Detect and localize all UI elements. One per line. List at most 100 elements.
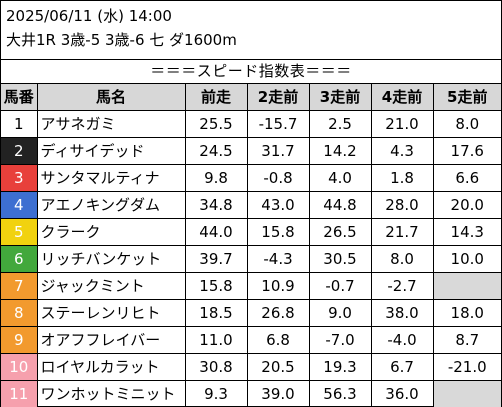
- speed-index-value: -0.8: [246, 164, 310, 192]
- speed-index-value: 21.0: [370, 110, 434, 138]
- speed-index-value: 2.5: [308, 110, 372, 138]
- horse-number: 3: [1, 164, 38, 192]
- speed-index-value: 18.0: [432, 299, 501, 327]
- horse-name: ワンホットミニット: [36, 380, 186, 407]
- table-row: 8 ステーレンリヒト 18.5 26.8 9.0 38.0 18.0: [1, 299, 501, 327]
- speed-index-value: 14.2: [308, 137, 372, 165]
- horse-name: ディサイデッド: [36, 137, 186, 165]
- col-header-4th: 4走前: [370, 83, 434, 111]
- speed-index-value: 44.0: [184, 218, 248, 246]
- speed-index-value: 20.5: [246, 353, 310, 381]
- speed-index-value: 18.5: [184, 299, 248, 327]
- horse-name: ロイヤルカラット: [36, 353, 186, 381]
- horse-name: ステーレンリヒト: [36, 299, 186, 327]
- horse-number: 7: [1, 272, 38, 300]
- table-row: 10 ロイヤルカラット 30.8 20.5 19.3 6.7 -21.0: [1, 353, 501, 381]
- speed-index-value: 8.7: [432, 326, 501, 354]
- horse-number: 6: [1, 245, 38, 273]
- table-row: 3 サンタマルティナ 9.8 -0.8 4.0 1.8 6.6: [1, 164, 501, 192]
- horse-name: サンタマルティナ: [36, 164, 186, 192]
- horse-number: 2: [1, 137, 38, 165]
- horse-name: リッチバンケット: [36, 245, 186, 273]
- speed-index-value: -21.0: [432, 353, 501, 381]
- speed-index-value: 28.0: [370, 191, 434, 219]
- horse-number: 8: [1, 299, 38, 327]
- speed-index-value: 56.3: [308, 380, 372, 407]
- speed-index-value: 36.0: [370, 380, 434, 407]
- speed-index-value: 15.8: [184, 272, 248, 300]
- speed-index-value: 14.3: [432, 218, 501, 246]
- speed-index-value: 20.0: [432, 191, 501, 219]
- speed-index-value: -4.3: [246, 245, 310, 273]
- speed-index-value: 19.3: [308, 353, 372, 381]
- table-row: 9 オアフフレイバー 11.0 6.8 -7.0 -4.0 8.7: [1, 326, 501, 354]
- speed-index-value: 34.8: [184, 191, 248, 219]
- horse-number: 11: [1, 380, 38, 407]
- speed-index-value: 30.8: [184, 353, 248, 381]
- speed-index-value: -15.7: [246, 110, 310, 138]
- horse-number: 5: [1, 218, 38, 246]
- speed-index-value: 39.7: [184, 245, 248, 273]
- col-header-3rd: 3走前: [308, 83, 372, 111]
- table-row: 11 ワンホットミニット 9.3 39.0 56.3 36.0: [1, 380, 501, 407]
- speed-index-value: 26.8: [246, 299, 310, 327]
- speed-index-value: 10.9: [246, 272, 310, 300]
- header-row: 馬番 馬名 前走 2走前 3走前 4走前 5走前: [1, 83, 501, 111]
- speed-index-value: 4.0: [308, 164, 372, 192]
- speed-index-value: 30.5: [308, 245, 372, 273]
- speed-index-value: 10.0: [432, 245, 501, 273]
- horse-number: 4: [1, 191, 38, 219]
- horse-name: ジャックミント: [36, 272, 186, 300]
- speed-index-value: -0.7: [308, 272, 372, 300]
- speed-index-value: 4.3: [370, 137, 434, 165]
- race-info: 大井1R 3歳-5 3歳-6 七 ダ1600m: [6, 31, 237, 49]
- speed-index-value: 26.5: [308, 218, 372, 246]
- speed-index-value: 8.0: [432, 110, 501, 138]
- table-row: 6 リッチバンケット 39.7 -4.3 30.5 8.0 10.0: [1, 245, 501, 273]
- speed-index-value: 6.8: [246, 326, 310, 354]
- horse-name: アサネガミ: [36, 110, 186, 138]
- speed-index-value: -7.0: [308, 326, 372, 354]
- speed-index-value: 38.0: [370, 299, 434, 327]
- horse-name: オアフフレイバー: [36, 326, 186, 354]
- speed-index-value: 6.7: [370, 353, 434, 381]
- speed-index-value: 44.8: [308, 191, 372, 219]
- speed-index-value: 17.6: [432, 137, 501, 165]
- speed-index-value: 43.0: [246, 191, 310, 219]
- no-data-cell: [432, 380, 501, 407]
- table-row: 1 アサネガミ 25.5 -15.7 2.5 21.0 8.0: [1, 110, 501, 138]
- table-row: 2 ディサイデッド 24.5 31.7 14.2 4.3 17.6: [1, 137, 501, 165]
- col-header-5th: 5走前: [432, 83, 501, 111]
- col-header-name: 馬名: [36, 83, 186, 111]
- col-header-number: 馬番: [1, 83, 38, 111]
- speed-index-value: 24.5: [184, 137, 248, 165]
- speed-index-value: 8.0: [370, 245, 434, 273]
- speed-index-value: 9.3: [184, 380, 248, 407]
- speed-index-value: -2.7: [370, 272, 434, 300]
- speed-index-table: 馬番 馬名 前走 2走前 3走前 4走前 5走前 1 アサネガミ 25.5 -15.7…: [1, 83, 501, 407]
- speed-index-value: 9.8: [184, 164, 248, 192]
- speed-index-value: 9.0: [308, 299, 372, 327]
- horse-number: 9: [1, 326, 38, 354]
- speed-index-value: 25.5: [184, 110, 248, 138]
- table-row: 7 ジャックミント 15.8 10.9 -0.7 -2.7: [1, 272, 501, 300]
- col-header-last: 前走: [184, 83, 248, 111]
- speed-index-value: 15.8: [246, 218, 310, 246]
- no-data-cell: [432, 272, 501, 300]
- speed-index-value: 1.8: [370, 164, 434, 192]
- race-datetime: 2025/06/11 (水) 14:00: [6, 7, 172, 25]
- speed-index-value: 21.7: [370, 218, 434, 246]
- speed-index-value: 6.6: [432, 164, 501, 192]
- speed-index-value: 39.0: [246, 380, 310, 407]
- horse-number: 10: [1, 353, 38, 381]
- horse-name: アエノキングダム: [36, 191, 186, 219]
- speed-index-value: -4.0: [370, 326, 434, 354]
- speed-index-value: 11.0: [184, 326, 248, 354]
- table-row: 5 クラーク 44.0 15.8 26.5 21.7 14.3: [1, 218, 501, 246]
- horse-name: クラーク: [36, 218, 186, 246]
- speed-index-value: 31.7: [246, 137, 310, 165]
- table-title: ＝＝＝スピード指数表＝＝＝: [1, 59, 501, 83]
- horse-number: 1: [1, 110, 38, 138]
- table-row: 4 アエノキングダム 34.8 43.0 44.8 28.0 20.0: [1, 191, 501, 219]
